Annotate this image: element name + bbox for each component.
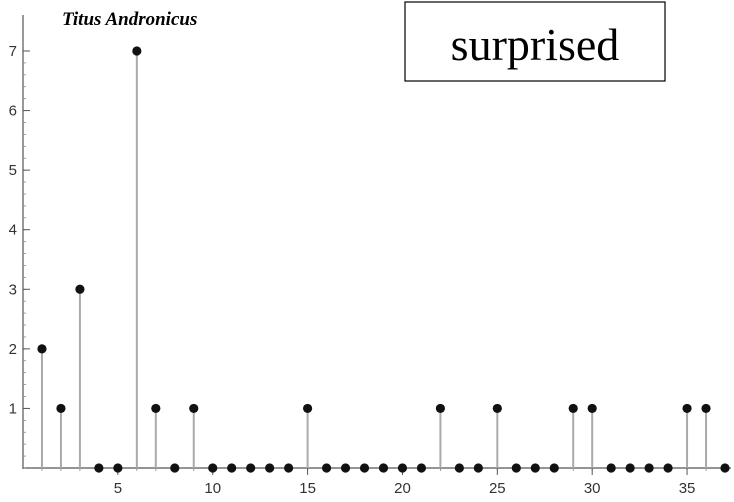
x-tick-label: 10 [204, 480, 221, 497]
data-point [644, 463, 654, 473]
y-tick-label: 6 [9, 103, 17, 120]
data-point [606, 463, 616, 473]
y-tick-label: 7 [9, 43, 17, 60]
y-tick-label: 5 [9, 162, 17, 179]
x-tick-label: 15 [299, 480, 316, 497]
y-tick-label: 1 [9, 400, 17, 417]
y-tick-label: 2 [9, 341, 17, 358]
data-point [75, 284, 85, 294]
data-point [663, 463, 673, 473]
data-point [113, 463, 123, 473]
points [37, 46, 730, 473]
data-point [625, 463, 635, 473]
data-point [265, 463, 275, 473]
x-tick-label: 30 [584, 480, 601, 497]
data-point [378, 463, 389, 473]
data-point [132, 46, 142, 56]
data-point [720, 463, 730, 473]
data-point [340, 463, 351, 473]
data-point [587, 403, 597, 414]
data-point [568, 403, 578, 414]
data-point [151, 403, 161, 414]
data-point [208, 463, 218, 473]
annotation-box: surprised [404, 1, 666, 82]
x-tick-label: 35 [679, 480, 696, 497]
data-point [549, 463, 559, 473]
data-point [511, 463, 521, 473]
data-point [454, 463, 464, 473]
data-point [302, 403, 313, 414]
data-point [227, 463, 237, 473]
data-point [170, 463, 180, 473]
x-tick-label: 5 [114, 480, 122, 497]
data-point [56, 403, 66, 414]
data-point [284, 463, 294, 473]
y-tick-label: 4 [9, 222, 17, 239]
y-tick-label: 3 [9, 281, 17, 298]
data-point [416, 463, 427, 473]
data-point [321, 463, 332, 473]
data-point [473, 463, 483, 473]
data-point [37, 344, 47, 354]
axes: 1 2 3 4 5 6 7 5 10 15 20 25 30 35 [9, 15, 731, 497]
x-tick-label: 20 [394, 480, 411, 497]
annotation-label: surprised [451, 19, 620, 70]
data-point [189, 403, 199, 414]
annotation-border [404, 1, 666, 82]
data-point [94, 463, 104, 473]
data-point [435, 403, 446, 414]
data-point [492, 403, 502, 414]
data-point [246, 463, 256, 473]
data-point [682, 403, 692, 414]
x-tick-label: 25 [489, 480, 506, 497]
data-point [701, 403, 711, 414]
data-point [397, 463, 408, 473]
data-point [530, 463, 540, 473]
data-point [359, 463, 370, 473]
stems [40, 51, 708, 468]
chart-title: Titus Andronicus [62, 9, 197, 30]
